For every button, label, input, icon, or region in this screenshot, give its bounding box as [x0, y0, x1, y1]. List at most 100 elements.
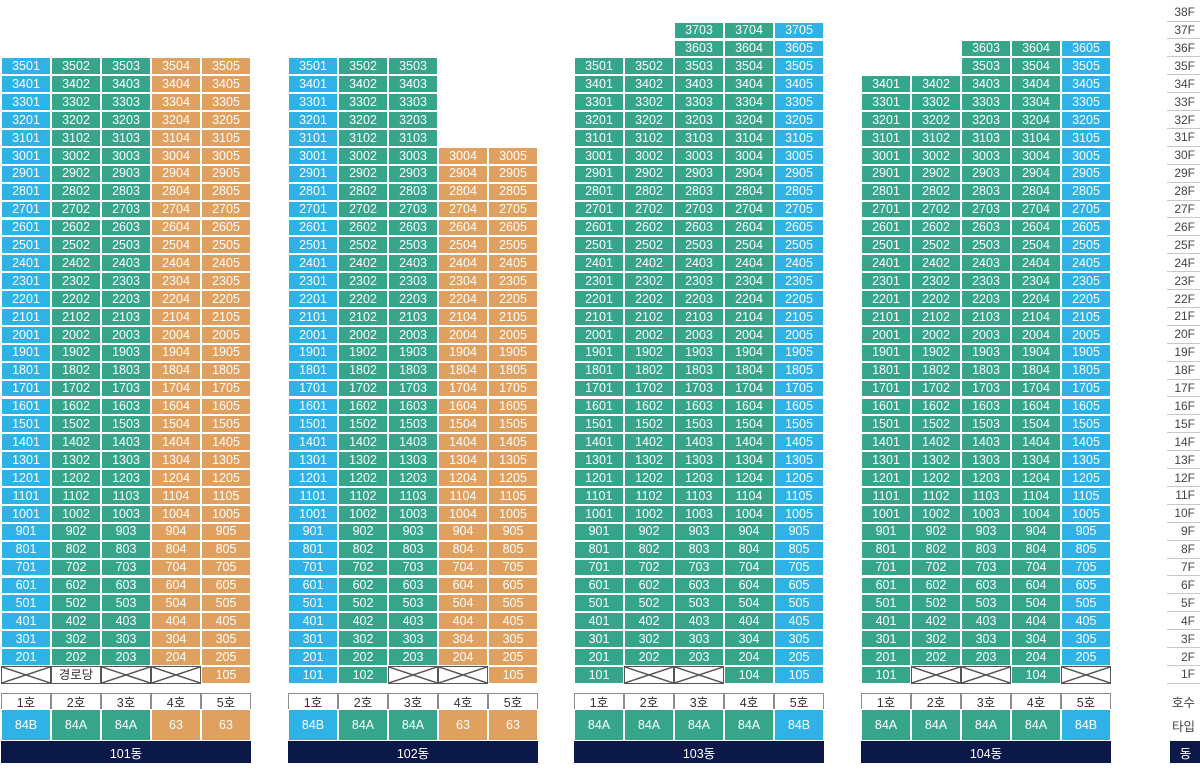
unit-cell[interactable]: 2701 — [861, 200, 911, 219]
unit-cell[interactable]: 801 — [1, 540, 51, 559]
unit-cell[interactable]: 704 — [1011, 558, 1061, 577]
unit-cell[interactable]: 1505 — [488, 415, 538, 434]
unit-cell[interactable]: 401 — [288, 612, 338, 631]
unit-cell[interactable]: 703 — [961, 558, 1011, 577]
unit-cell[interactable]: 2201 — [861, 290, 911, 308]
unit-cell[interactable]: 905 — [201, 522, 251, 541]
unit-cell[interactable]: 603 — [961, 576, 1011, 595]
unit-cell[interactable]: 601 — [1, 576, 51, 595]
unit-cell[interactable]: 3101 — [288, 129, 338, 147]
unit-cell[interactable]: 204 — [724, 648, 774, 666]
unit-cell[interactable]: 3505 — [1061, 57, 1111, 76]
unit-cell[interactable]: 501 — [1, 594, 51, 613]
unit-cell[interactable]: 2002 — [51, 325, 101, 344]
unit-cell[interactable]: 3303 — [961, 93, 1011, 112]
unit-cell[interactable]: 2305 — [1061, 272, 1111, 291]
unit-cell[interactable]: 3004 — [438, 146, 488, 165]
unit-cell[interactable]: 1903 — [674, 343, 724, 362]
unit-cell[interactable]: 2904 — [1011, 164, 1061, 183]
unit-cell[interactable]: 1703 — [674, 379, 724, 398]
unit-cell[interactable]: 3203 — [388, 111, 438, 129]
unit-cell[interactable]: 3202 — [51, 111, 101, 129]
unit-cell[interactable]: 3304 — [1011, 93, 1061, 112]
unit-cell[interactable]: 201 — [288, 648, 338, 666]
unit-cell[interactable]: 104 — [724, 666, 774, 684]
unit-cell[interactable]: 2902 — [624, 164, 674, 183]
unit-cell[interactable]: 2605 — [1061, 218, 1111, 237]
unit-cell[interactable]: 2601 — [861, 218, 911, 237]
unit-cell[interactable]: 203 — [961, 648, 1011, 666]
unit-cell[interactable]: 2505 — [488, 236, 538, 255]
unit-cell[interactable]: 805 — [774, 540, 824, 559]
unit-cell[interactable]: 2303 — [388, 272, 438, 291]
unit-cell[interactable]: 301 — [1, 630, 51, 649]
unit-cell[interactable]: 2603 — [388, 218, 438, 237]
unit-cell[interactable]: 1805 — [1061, 361, 1111, 380]
unit-cell[interactable]: 2303 — [674, 272, 724, 291]
unit-cell[interactable]: 3205 — [774, 111, 824, 129]
unit-cell[interactable]: 702 — [338, 558, 388, 577]
unit-cell[interactable]: 1104 — [151, 487, 201, 505]
unit-cell[interactable]: 805 — [1061, 540, 1111, 559]
unit-cell[interactable]: 2805 — [488, 182, 538, 201]
unit-cell[interactable]: 2605 — [201, 218, 251, 237]
unit-cell[interactable]: 1704 — [724, 379, 774, 398]
unit-cell[interactable]: 1702 — [624, 379, 674, 398]
unit-cell[interactable]: 3503 — [101, 57, 151, 76]
unit-cell[interactable]: 802 — [338, 540, 388, 559]
unit-cell[interactable]: 2203 — [101, 290, 151, 308]
unit-cell[interactable]: 1005 — [201, 504, 251, 523]
unit-cell[interactable]: 405 — [774, 612, 824, 631]
unit-cell[interactable]: 3405 — [1061, 75, 1111, 94]
unit-cell[interactable]: 2801 — [288, 182, 338, 201]
unit-cell[interactable]: 3005 — [774, 146, 824, 165]
unit-cell[interactable]: 705 — [201, 558, 251, 577]
unit-cell[interactable]: 2002 — [624, 325, 674, 344]
unit-cell[interactable]: 2004 — [1011, 325, 1061, 344]
unit-cell[interactable]: 2101 — [288, 308, 338, 326]
unit-cell[interactable]: 1301 — [574, 451, 624, 470]
unit-cell[interactable]: 904 — [438, 522, 488, 541]
unit-cell[interactable]: 2703 — [961, 200, 1011, 219]
unit-cell[interactable]: 2302 — [911, 272, 961, 291]
unit-cell[interactable]: 2603 — [101, 218, 151, 237]
unit-cell[interactable]: 1203 — [961, 469, 1011, 487]
unit-cell[interactable]: 3302 — [338, 93, 388, 112]
unit-cell[interactable]: 2803 — [101, 182, 151, 201]
unit-cell[interactable]: 3201 — [861, 111, 911, 129]
unit-cell[interactable]: 502 — [338, 594, 388, 613]
unit-cell[interactable]: 1601 — [574, 397, 624, 416]
unit-cell[interactable]: 1405 — [774, 433, 824, 452]
unit-cell[interactable]: 1801 — [288, 361, 338, 380]
unit-cell[interactable]: 2004 — [438, 325, 488, 344]
unit-cell[interactable]: 3403 — [674, 75, 724, 94]
unit-cell[interactable]: 902 — [911, 522, 961, 541]
unit-cell[interactable]: 2804 — [151, 182, 201, 201]
unit-cell[interactable]: 505 — [201, 594, 251, 613]
unit-cell[interactable]: 1101 — [574, 487, 624, 505]
unit-cell[interactable]: 304 — [1011, 630, 1061, 649]
unit-cell[interactable]: 2202 — [51, 290, 101, 308]
unit-cell[interactable]: 2005 — [488, 325, 538, 344]
unit-cell[interactable]: 1904 — [724, 343, 774, 362]
unit-cell[interactable]: 405 — [201, 612, 251, 631]
unit-cell[interactable]: 401 — [861, 612, 911, 631]
unit-cell[interactable]: 1804 — [724, 361, 774, 380]
unit-cell[interactable]: 2105 — [1061, 308, 1111, 326]
unit-cell[interactable]: 3201 — [1, 111, 51, 129]
unit-cell[interactable]: 704 — [724, 558, 774, 577]
unit-cell[interactable]: 802 — [911, 540, 961, 559]
unit-cell[interactable]: 3403 — [101, 75, 151, 94]
unit-cell[interactable]: 1303 — [101, 451, 151, 470]
unit-cell[interactable]: 2903 — [674, 164, 724, 183]
unit-cell[interactable]: 2502 — [51, 236, 101, 255]
unit-cell[interactable]: 404 — [151, 612, 201, 631]
unit-cell[interactable]: 3005 — [1061, 146, 1111, 165]
unit-cell[interactable]: 3401 — [288, 75, 338, 94]
unit-cell[interactable]: 803 — [101, 540, 151, 559]
unit-cell[interactable]: 402 — [911, 612, 961, 631]
unit-cell[interactable]: 304 — [151, 630, 201, 649]
unit-cell[interactable]: 2502 — [624, 236, 674, 255]
unit-cell[interactable]: 2801 — [861, 182, 911, 201]
unit-cell[interactable]: 1801 — [861, 361, 911, 380]
